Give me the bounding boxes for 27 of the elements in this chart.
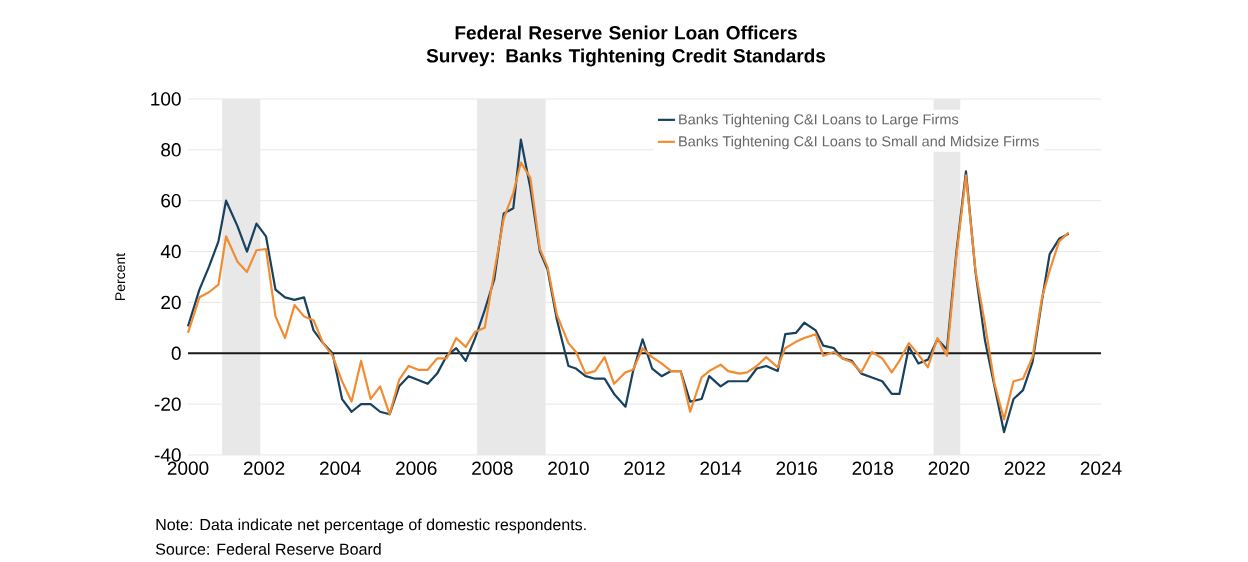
text: Note: Data indicate net percentage of domestic respondents. [156, 518, 586, 534]
y-tick-label: 20 [161, 295, 181, 310]
x-tick-label: 2000 [167, 461, 209, 475]
legend-label: Banks Tightening C&I Loans to Small and Midsize Firms [679, 135, 1039, 150]
x-tick-label: 2016 [776, 461, 817, 475]
x-tick-label: 2012 [624, 461, 665, 475]
y-tick-label: 80 [161, 143, 181, 157]
y-tick-label: -40 [154, 448, 181, 462]
x-tick-label: 2024 [1080, 461, 1122, 475]
y-tick-label: 0 [171, 346, 181, 360]
x-tick-label: 2006 [396, 461, 437, 475]
source-note: Source: Federal Reserve Board [155, 543, 381, 555]
x-tick-label: 2002 [243, 461, 285, 475]
chart-title: Federal Reserve Senior Loan Officers Survey: Banks Tightening Credit Standards [426, 25, 826, 67]
x-tick-label: 2022 [1004, 461, 1046, 475]
x-tick-label: 2008 [472, 461, 513, 475]
x-tick-label: 2010 [548, 461, 589, 475]
y-axis-title: Percent [115, 252, 126, 300]
y-tick-label: 100 [151, 92, 181, 106]
x-tick-label: 2004 [320, 461, 361, 475]
x-tick-label: 2014 [700, 461, 742, 475]
x-tick-label: 2020 [928, 461, 970, 475]
x-tick-label: 2018 [852, 461, 894, 475]
y-tick-label: 60 [161, 193, 181, 208]
legend-label: Banks Tightening C&I Loans to Large Firms [679, 113, 959, 128]
y-tick-label: -20 [154, 397, 181, 411]
y-tick-label: 40 [160, 244, 181, 259]
